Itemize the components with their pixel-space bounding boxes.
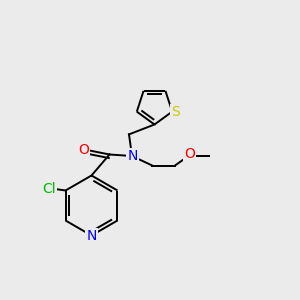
- Text: N: N: [86, 229, 97, 243]
- Text: O: O: [184, 147, 195, 160]
- Text: S: S: [171, 105, 180, 119]
- Text: Cl: Cl: [42, 182, 56, 196]
- Text: N: N: [128, 149, 138, 163]
- Text: O: O: [78, 143, 89, 157]
